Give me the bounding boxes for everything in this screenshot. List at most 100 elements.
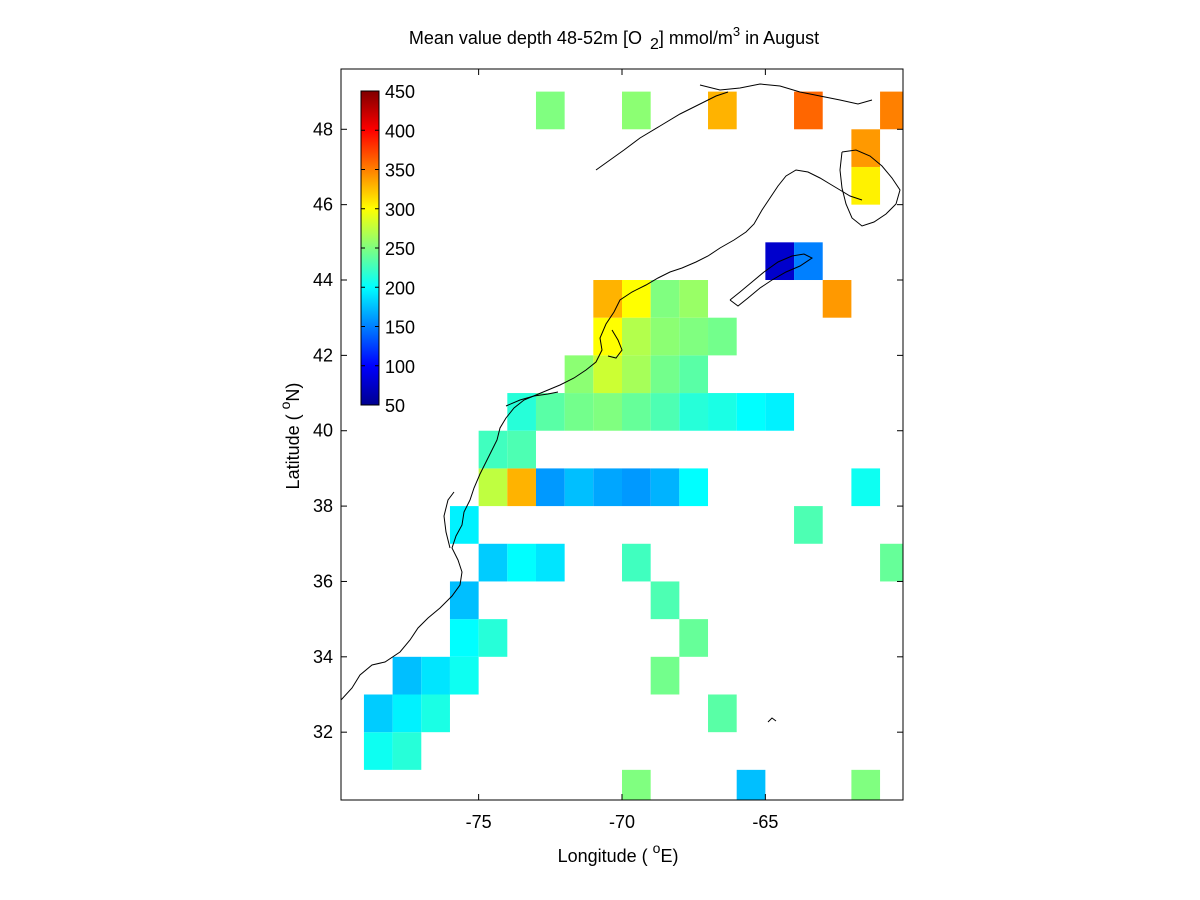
heatmap-cell	[392, 656, 422, 695]
heatmap-cell	[449, 656, 479, 695]
heatmap-cell	[708, 393, 737, 431]
coastline-bermuda	[767, 717, 777, 723]
y-axis-ticks: 32 34 36 38 40 42 44 46 48	[313, 119, 903, 742]
heatmap-cell	[593, 280, 622, 318]
heatmap-cell	[593, 355, 622, 394]
heatmap-cell	[622, 317, 651, 356]
y-tick-label: 42	[313, 345, 333, 365]
heatmap-cell	[363, 732, 393, 770]
heatmap-cell	[564, 468, 594, 507]
heatmap-cell	[794, 242, 823, 281]
heatmap-cell	[679, 317, 709, 356]
coastline-st-lawrence-south	[595, 91, 729, 171]
heatmap-cell	[708, 91, 737, 130]
coastline	[341, 83, 901, 723]
coastline-cape-cod	[607, 329, 623, 359]
heatmap-cell	[650, 581, 680, 620]
heatmap-cell	[851, 468, 881, 507]
heatmap-cell	[736, 769, 766, 800]
colorbar-tick-label: 250	[385, 239, 415, 259]
heatmap-cell	[794, 506, 823, 544]
heatmap-cell	[880, 543, 903, 582]
heatmap-cell	[507, 430, 536, 469]
heatmap-cell	[392, 694, 422, 733]
heatmap-cell	[794, 91, 823, 130]
heatmap-cell	[679, 355, 709, 394]
coastline-newfoundland	[839, 149, 901, 227]
heatmap-cell	[535, 91, 565, 130]
heatmap-cell	[650, 355, 680, 394]
heatmap-cell	[622, 769, 651, 800]
heatmap-cell	[622, 280, 651, 318]
y-axis-label: Latitude ( oN)	[277, 383, 303, 490]
heatmap-cell	[535, 543, 565, 582]
heatmap-cell	[622, 393, 651, 431]
heatmap-cell	[507, 468, 536, 507]
heatmap-cell	[679, 468, 709, 507]
heatmap-cell	[622, 355, 651, 394]
heatmap-cell	[650, 656, 680, 695]
y-tick-label: 38	[313, 496, 333, 516]
coastline-us-east	[341, 169, 863, 701]
x-tick-label: -65	[752, 812, 778, 832]
y-tick-label: 36	[313, 571, 333, 591]
heatmap-cell	[593, 317, 622, 356]
heatmap-cell	[478, 619, 508, 657]
heatmap-cell	[765, 393, 795, 431]
colorbar-tick-label: 300	[385, 200, 415, 220]
heatmap-cell	[421, 656, 450, 695]
x-tick-label: -70	[609, 812, 635, 832]
heatmap-cell	[564, 393, 594, 431]
colorbar-tick-label: 100	[385, 357, 415, 377]
heatmap-cell	[593, 468, 622, 507]
heatmap-cell	[478, 430, 508, 469]
x-axis-label: Longitude ( oE)	[558, 840, 679, 866]
heatmap-cell	[449, 581, 479, 620]
coastline-st-lawrence-north	[699, 83, 873, 105]
heatmap-cell	[622, 91, 651, 130]
heatmap-cell	[593, 393, 622, 431]
x-axis-ticks: -75 -70 -65	[466, 69, 778, 832]
y-tick-label: 40	[313, 421, 333, 441]
y-tick-label: 34	[313, 647, 333, 667]
coastline-chesapeake	[443, 491, 455, 549]
heatmap-cell	[708, 317, 737, 356]
y-tick-label: 32	[313, 722, 333, 742]
colorbar-tick-label: 400	[385, 121, 415, 141]
heatmap-cell	[679, 393, 709, 431]
coastline-long-island	[505, 391, 559, 407]
heatmap-cell	[507, 543, 536, 582]
heatmap-cell	[679, 619, 709, 657]
y-tick-label: 48	[313, 119, 333, 139]
y-tick-label: 44	[313, 270, 333, 290]
heatmap-cell	[880, 91, 903, 130]
heatmap-cell	[363, 694, 393, 733]
heatmap-cell	[851, 166, 881, 205]
heatmap-cell	[535, 468, 565, 507]
heatmap-cell	[449, 619, 479, 657]
heatmap-cell	[392, 732, 422, 770]
colorbar-tick-label: 350	[385, 161, 415, 181]
heatmap-cell	[736, 393, 766, 431]
chart-title: Mean value depth 48-52m [O 2] mmol/m3 in …	[409, 24, 819, 53]
heatmap-cell	[679, 280, 709, 318]
colorbar-tick-label: 200	[385, 278, 415, 298]
heatmap-cell	[421, 694, 450, 733]
heatmap-cell	[622, 468, 651, 507]
colorbar-tick-label: 450	[385, 82, 415, 102]
heatmap-cell	[650, 393, 680, 431]
colorbar-tick-label: 150	[385, 318, 415, 338]
x-tick-label: -75	[466, 812, 492, 832]
heatmap-cell	[708, 694, 737, 733]
heatmap-cell	[478, 543, 508, 582]
heatmap-cell	[650, 280, 680, 318]
heatmap-cell	[822, 280, 852, 318]
heatmap-cell	[650, 468, 680, 507]
heatmap-cell	[507, 393, 536, 431]
heatmap-cell	[478, 468, 508, 507]
heatmap-cell	[650, 317, 680, 356]
heatmap-cell	[851, 769, 881, 800]
heatmap-cell	[622, 543, 651, 582]
